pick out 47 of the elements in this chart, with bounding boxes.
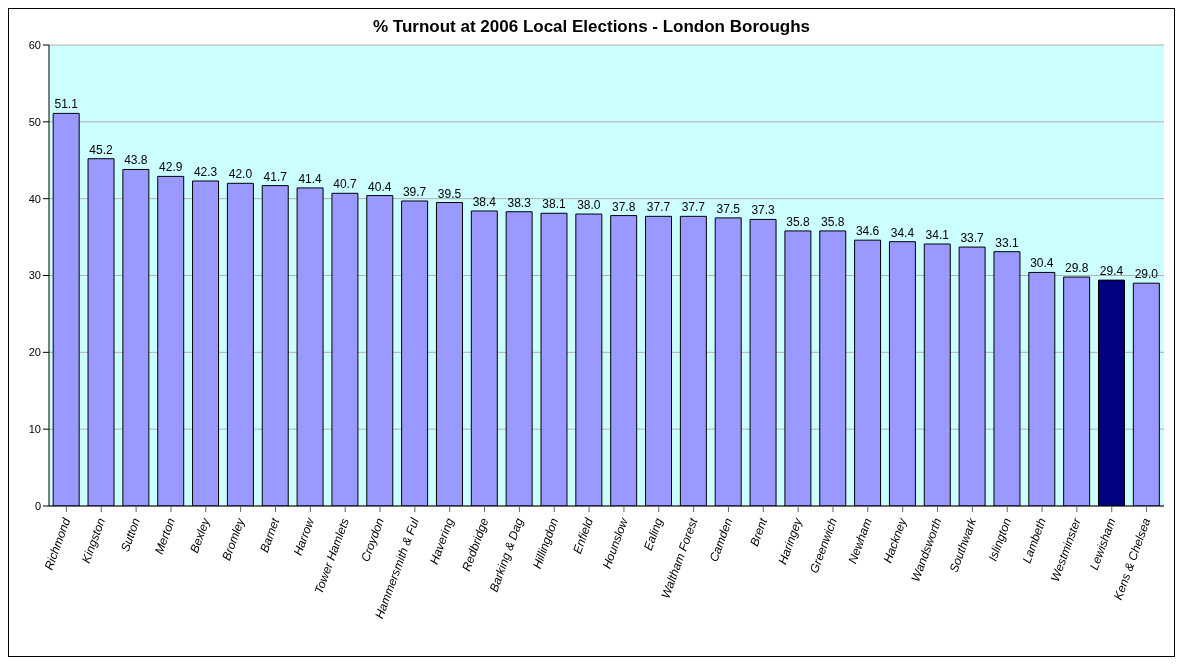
data-label: 51.1: [54, 97, 79, 112]
data-label: 42.0: [228, 167, 253, 182]
data-label: 39.7: [402, 184, 427, 199]
y-tick-label: 20: [28, 346, 41, 359]
x-tick-label: Brent: [747, 515, 771, 548]
y-tick-label: 40: [28, 192, 41, 205]
data-label: 34.4: [890, 225, 915, 240]
data-label: 40.7: [333, 177, 357, 192]
y-tick-label: 60: [28, 38, 41, 51]
data-label: 38.0: [577, 198, 601, 213]
data-label: 33.1: [995, 235, 1019, 250]
data-label: 41.4: [298, 171, 323, 186]
data-label: 38.3: [507, 195, 532, 210]
y-tick-label: 0: [34, 499, 41, 512]
data-label: 42.9: [159, 160, 183, 175]
y-tick-label: 50: [28, 115, 41, 128]
data-label: 45.2: [89, 142, 114, 157]
data-label: 39.5: [437, 186, 462, 201]
data-label: 37.7: [646, 200, 671, 215]
y-tick-label: 10: [28, 423, 41, 436]
data-label: 38.4: [472, 194, 497, 209]
x-tick-label: Harrow: [290, 514, 318, 558]
x-tick-label: Sutton: [117, 515, 144, 554]
data-label: 42.3: [193, 164, 218, 179]
data-label: 29.4: [1099, 264, 1124, 279]
data-label: 29.8: [1064, 261, 1089, 276]
data-label: 34.1: [925, 228, 950, 242]
data-label: 29.0: [1134, 267, 1159, 282]
data-label: 37.7: [681, 200, 706, 215]
data-label: 38.1: [542, 197, 566, 212]
data-label: 35.8: [786, 214, 810, 229]
data-label: 43.8: [124, 153, 148, 168]
data-label: 41.7: [263, 169, 288, 184]
data-label: 34.6: [855, 224, 880, 239]
data-label: 40.4: [368, 179, 392, 194]
data-label: 30.4: [1030, 256, 1054, 271]
chart-title: % Turnout at 2006 Local Elections - London Boroughs: [372, 16, 811, 38]
data-label: 37.8: [612, 199, 636, 214]
y-tick-label: 30: [28, 269, 41, 282]
x-tick-label: Ealing: [641, 515, 666, 553]
data-label: 33.7: [960, 231, 985, 246]
data-label: 37.3: [751, 203, 776, 218]
x-tick-label: Enfield: [570, 515, 596, 556]
data-label: 35.8: [821, 214, 845, 229]
x-tick-label: Merton: [151, 515, 178, 557]
x-tick-label: Barnet: [257, 515, 283, 555]
data-label: 37.5: [716, 201, 741, 216]
